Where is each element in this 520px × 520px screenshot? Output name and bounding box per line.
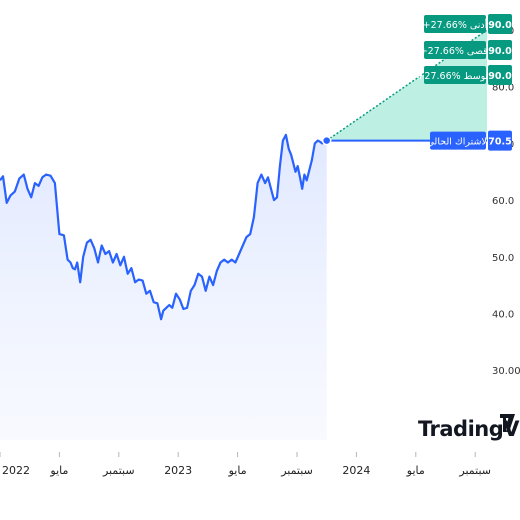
x-tick-label: 2024 [342,464,370,477]
x-axis: 2022 مايو سبتمبر 2023 مايو سبتمبر 2024 مايو سبتم… [0,452,491,477]
x-tick-label: مايو [228,464,247,477]
forecast-value-text: 90.0 [488,46,512,57]
tradingview-logo-mark [500,414,515,432]
x-tick-label: سبتمبر [102,464,135,477]
forecast-label-box [424,41,486,59]
current-price-dot [321,135,332,146]
current-value-box [488,130,512,151]
area-layer [0,134,327,440]
price-area [0,134,327,440]
current-value-text: 70.5 [488,137,511,148]
y-tick-label: 50.0 [492,253,514,264]
current-label-box [430,131,486,150]
forecast-layer [326,29,488,142]
y-tick-label: 30.00 [492,366,520,377]
line-layer [0,133,327,321]
forecast-label-text: ‎+27.66% متوسط [416,71,493,82]
x-tick-label: 2023 [164,464,192,477]
x-tick-label: مايو [49,464,68,477]
tag-layer: ‎+27.66% أدنى 90.0‎+27.66% أقصى90.0‎+27.6… [416,14,512,151]
forecast-value-box [488,65,512,85]
forecast-value-box [488,14,512,34]
y-tick-label: 80.0 [492,83,514,94]
forecast-label-text: ‎+27.66% أقصى [420,44,491,57]
forecast-value-text: 90.0 [488,20,512,31]
forecast-value-text: 90.0 [488,71,512,82]
forecast-tag: ‎+27.66% أدنى 90.0 [423,14,512,34]
forecast-average-line [326,29,488,142]
x-tick-label: سبتمبر [280,464,313,477]
forecast-label-text: ‎+27.66% أدنى [423,18,488,31]
forecast-value-box [488,40,512,60]
y-tick-label: 60.0 [492,196,514,207]
x-tick-label: مايو [406,464,425,477]
price-line [0,133,327,321]
x-tick-label: 2022 [2,464,30,477]
tradingview-logo: TradingView [418,414,520,441]
current-label-text: الاشتراك الحالي [427,137,490,148]
forecast-label-box [424,66,486,84]
y-tick-label: 40.0 [492,310,514,321]
forecast-label-box [424,15,486,33]
x-tick-label: سبتمبر [458,464,491,477]
